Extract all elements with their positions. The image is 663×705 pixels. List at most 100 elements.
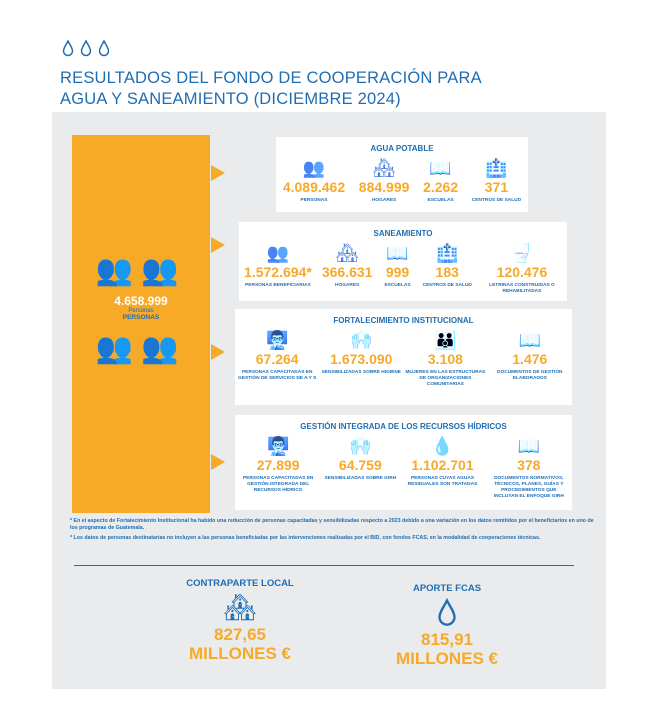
footnotes: * En el aspecto de Fortalecimiento Insti… [70,518,600,542]
stat-item: 🏘 366.631 HOGARES [322,242,373,289]
stat-item: 💧 1.102.701 PERSONAS CUYAS AGUAS RESIDUALE… [402,435,482,488]
hospital-icon: 🏥 [436,242,459,263]
section-title: FORTALECIMIENTO INSTITUCIONAL [333,316,474,325]
stat-label: HOGARES [371,198,397,203]
section-title: AGUA POTABLE [370,144,434,153]
stat-label: SENSIBILIZADAS SOBRE GIRH [324,476,397,481]
stat-label: LETRINAS CONSTRUIDAS O REHABILITADAS [489,283,555,294]
stat-label: ESCUELAS [384,283,411,288]
handwashing-icon: 🙌 [349,435,372,456]
stat-item: 🙌 1.673.090 SENSIBILIZADAS SOBRE HIGIENE [322,329,401,376]
section-title: GESTIÓN INTEGRADA DE LOS RECURSOS HÍDRIC… [300,422,507,431]
stat-value: 999 [385,264,410,280]
stat-item: 🚽 120.476 LETRINAS CONSTRUIDAS O REHABILIT… [482,242,562,295]
stat-value: 1.673.090 [330,351,393,367]
total-people-bar: 👥👥 4.658.999 Personas PERSONAS 👥👥 [72,135,210,513]
footnote: * En el aspecto de Fortalecimiento Insti… [70,518,594,531]
handwashing-icon: 🙌 [350,329,373,350]
stat-label: PERSONAS CUYAS AGUAS RESIDUALES SON TRAT… [407,476,478,487]
stat-value: 378 [517,457,541,473]
stat-item: 📖 2.262 ESCUELAS [423,157,458,204]
arrow-icon [211,344,225,360]
stat-label: PERSONAS BENEFICIARIAS [245,283,311,288]
group-icon: 👪 [434,329,457,350]
arrow-icon [211,237,225,253]
stat-item: 🏘 884.999 HOGARES [359,157,410,204]
book-icon: 📖 [429,157,452,178]
stat-label: CENTROS DE SALUD [471,198,522,203]
water-drops-logo [62,40,110,57]
section-card: GESTIÓN INTEGRADA DE LOS RECURSOS HÍDRIC… [235,415,572,510]
stat-value: 1.476 [512,351,548,367]
stat-label: ESCUELAS [427,198,454,203]
title-line: RESULTADOS DEL FONDO DE COOPERACIÓN PARA [60,69,482,87]
stat-label: PERSONAS [300,198,328,203]
total-sub: Personas [128,308,154,314]
stat-value: 2.262 [423,179,459,195]
house-icon: 🏘 [372,157,396,178]
stat-value: 3.108 [427,351,463,367]
funding-value: 815,91 [421,630,473,649]
stat-item: 📖 999 ESCUELAS [383,242,413,289]
stat-item: 📖 1.476 DOCUMENTOS DE GESTIÓN ELABORADOS [490,329,570,382]
stat-item: 📖 378 DOCUMENTOS NORMATIVOS, TÉCNICOS, PLA… [489,435,569,500]
section-card: FORTALECIMIENTO INSTITUCIONAL 👨‍🏫 67.264 PE… [235,309,572,405]
arrow-icon [211,454,225,470]
stat-label: PERSONAS CAPACITADAS EN GESTIÓN DE SERVI… [238,370,317,381]
water-drop-icon [98,40,110,57]
section-card: SANEAMIENTO 👥 1.572.694* PERSONAS BENEFICIA… [239,222,567,301]
stat-label: DOCUMENTOS DE GESTIÓN ELABORADOS [497,370,563,381]
people-icon: 👥 [266,242,290,263]
book-icon: 📖 [386,242,409,263]
stat-value: 183 [435,264,459,280]
people-icon: 👥👥 [95,332,187,365]
funding-label: APORTE FCAS [412,583,482,594]
stat-value: 1.102.701 [411,457,474,473]
stat-value: 4.089.462 [282,179,346,195]
section-title: SANEAMIENTO [373,229,433,238]
book-icon: 📖 [517,435,540,456]
people-icon: 👥👥 [95,254,187,287]
stat-value: 27.899 [256,457,300,473]
divider [74,565,574,566]
stat-item: 👨‍🏫 27.899 PERSONAS CAPACITADAS EN GESTIÓN… [238,435,318,494]
stat-item: 🙌 64.759 SENSIBILIZADAS SOBRE GIRH [324,435,396,482]
stat-item: 👥 1.572.694* PERSONAS BENEFICIARIAS [244,242,312,289]
stat-item: 🏥 371 CENTROS DE SALUD [472,157,521,204]
stat-label: CENTROS DE SALUD [422,283,472,288]
funding-unit: MILLONES € [395,649,498,668]
funding-unit: MILLONES € [188,644,291,663]
training-icon: 👨‍🏫 [265,329,289,350]
arrow-icon [211,165,225,181]
stat-value: 366.631 [321,264,373,280]
section-card: AGUA POTABLE 👥 4.089.462 PERSONAS 🏘 884.999 HO… [276,137,528,212]
page-title: RESULTADOS DEL FONDO DE COOPERACIÓN PARA… [60,68,482,110]
water-drop-icon [62,40,74,57]
stat-label: SENSIBILIZADAS SOBRE HIGIENE [321,370,402,375]
hospital-icon: 🏥 [485,157,508,178]
stat-label: MUJERES EN LAS ESTRUCTURAS DE ORGANIZACI… [405,370,486,387]
stat-value: 1.572.694* [244,264,312,280]
stat-label: DOCUMENTOS NORMATIVOS, TÉCNICOS, PLANES,… [493,476,564,499]
house-icon: 🏘 [335,242,359,263]
toilet-icon: 🚽 [510,242,534,263]
stat-item: 👥 4.089.462 PERSONAS [283,157,345,204]
funding-fcas: APORTE FCAS 815,91 MILLONES € [377,583,517,668]
book-icon: 📖 [518,329,541,350]
footnote: * Los datos de personas destinatarias no… [70,535,541,541]
stat-label: HOGARES [335,283,360,288]
stat-value: 371 [484,179,509,195]
stat-value: 67.264 [255,351,299,367]
title-line: AGUA Y SANEAMIENTO (DICIEMBRE 2024) [60,90,401,108]
funding-value: 827,65 [214,625,266,644]
stat-value: 64.759 [338,457,382,473]
total-value: 4.658.999 [114,294,168,308]
training-icon: 👨‍🏫 [266,435,290,456]
funding-local: CONTRAPARTE LOCAL 🏘 827,65 MILLONES € [170,578,310,663]
water-drop-icon [377,594,517,630]
stat-value: 884.999 [358,179,410,195]
stat-item: 🏥 183 CENTROS DE SALUD [423,242,472,289]
people-icon: 👥 [302,157,326,178]
total-label: PERSONAS [122,314,160,321]
wastewater-icon: 💧 [431,435,454,456]
